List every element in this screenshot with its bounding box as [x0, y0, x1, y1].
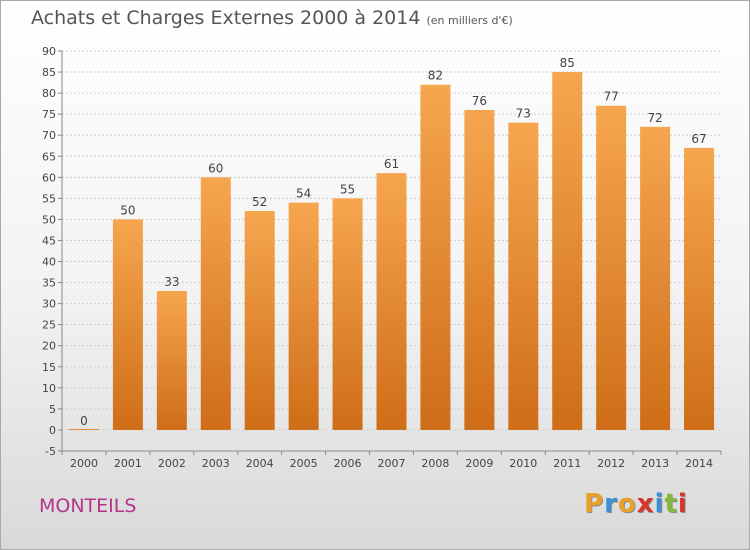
- value-label: 0: [80, 414, 88, 428]
- bar-2001: [112, 219, 143, 430]
- x-tick-label: 2009: [465, 457, 493, 470]
- chart-title-text: Achats et Charges Externes 2000 à 2014: [31, 7, 421, 29]
- bar-2009: [464, 109, 495, 430]
- value-label: 50: [120, 203, 135, 217]
- x-tick-label: 2007: [378, 457, 406, 470]
- logo-letter: t: [664, 489, 678, 519]
- value-label: 33: [164, 275, 179, 289]
- y-tick-label: 45: [42, 234, 56, 247]
- x-tick-label: 2001: [114, 457, 142, 470]
- x-tick-label: 2006: [334, 457, 362, 470]
- y-tick-label: 40: [42, 256, 56, 269]
- chart-title: Achats et Charges Externes 2000 à 2014 (e…: [31, 7, 513, 29]
- bar-2010: [508, 122, 539, 430]
- value-label: 72: [647, 111, 662, 125]
- x-tick-label: 2005: [290, 457, 318, 470]
- value-label: 76: [472, 94, 487, 108]
- axes: -5 0 5 10 15 20 25 30 35 40 45 50 55 60 65 70 75 80 85 90 20…: [42, 45, 722, 470]
- y-tick-label: 25: [42, 319, 56, 332]
- x-tick-label: 2008: [421, 457, 449, 470]
- bar-2005: [288, 202, 319, 430]
- bar-2004: [244, 211, 275, 430]
- y-tick-label: 85: [42, 66, 56, 79]
- value-label: 61: [384, 157, 399, 171]
- bar-2003: [200, 177, 231, 430]
- y-tick-label: 15: [42, 361, 56, 374]
- value-label: 85: [560, 56, 575, 70]
- bar-2008: [420, 84, 451, 430]
- y-tick-label: 70: [42, 129, 56, 142]
- value-label: 67: [691, 132, 706, 146]
- bar-2012: [596, 105, 627, 430]
- bar-2014: [684, 147, 715, 430]
- value-label: 52: [252, 195, 267, 209]
- x-tick-label: 2003: [202, 457, 230, 470]
- bars: [68, 72, 715, 430]
- x-tick-label: 2010: [509, 457, 537, 470]
- y-tick-label: 20: [42, 340, 56, 353]
- value-label: 77: [604, 90, 619, 104]
- town-name: MONTEILS: [39, 495, 137, 517]
- bar-2006: [332, 198, 363, 430]
- value-label: 55: [340, 182, 355, 196]
- bar-2002: [156, 291, 187, 430]
- y-tick-label: 75: [42, 108, 56, 121]
- logo-letter: o: [617, 489, 637, 519]
- y-tick-label: 10: [42, 382, 56, 395]
- value-label: 54: [296, 187, 311, 201]
- chart-unit: (en milliers d'€): [426, 14, 513, 27]
- x-tick-label: 2000: [70, 457, 98, 470]
- value-label: 60: [208, 161, 223, 175]
- value-label: 73: [516, 107, 531, 121]
- proxiti-logo: Proxiti: [584, 489, 688, 519]
- x-tick-label: 2013: [641, 457, 669, 470]
- y-tick-label: -5: [45, 445, 56, 458]
- y-tick-label: 5: [49, 403, 56, 416]
- logo-letter: r: [604, 489, 618, 519]
- bar-2011: [552, 72, 583, 430]
- x-tick-label: 2011: [553, 457, 581, 470]
- y-tick-label: 65: [42, 150, 56, 163]
- y-tick-label: 60: [42, 171, 56, 184]
- bar-2013: [640, 126, 671, 430]
- y-tick-label: 30: [42, 298, 56, 311]
- x-tick-label: 2014: [685, 457, 713, 470]
- y-tick-label: 90: [42, 45, 56, 58]
- value-label: 82: [428, 69, 443, 83]
- x-tick-label: 2002: [158, 457, 186, 470]
- x-tick-label: 2012: [597, 457, 625, 470]
- y-tick-label: 55: [42, 192, 56, 205]
- y-tick-label: 80: [42, 87, 56, 100]
- logo-letter: x: [636, 489, 655, 519]
- x-tick-label: 2004: [246, 457, 274, 470]
- y-tick-label: 0: [49, 424, 56, 437]
- bar-2000: [68, 428, 99, 430]
- y-tick-label: 50: [42, 213, 56, 226]
- data-labels: 0 50 33 60 52 54 55 61 82 76 73 85 77 72 67: [80, 56, 707, 428]
- logo-letter: P: [584, 489, 605, 519]
- logo-letter: i: [654, 489, 665, 519]
- bar-2007: [376, 173, 407, 430]
- y-tick-label: 35: [42, 277, 56, 290]
- logo-letter: i: [677, 489, 688, 519]
